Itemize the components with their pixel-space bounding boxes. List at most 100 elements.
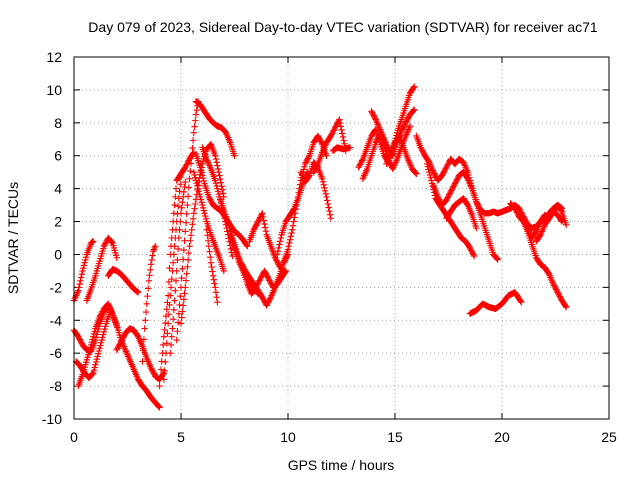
- data-point: [259, 213, 267, 221]
- data-point: [167, 292, 174, 299]
- data-point: [262, 227, 270, 235]
- data-point: [75, 334, 83, 342]
- data-point: [194, 182, 201, 190]
- data-point: [554, 289, 561, 296]
- data-point: [90, 369, 97, 377]
- data-point: [183, 161, 190, 168]
- data-point: [312, 164, 320, 172]
- data-point: [97, 312, 104, 319]
- data-point: [300, 166, 307, 173]
- data-point: [168, 275, 175, 283]
- data-point: [468, 247, 475, 254]
- data-point: [552, 284, 559, 292]
- data-point: [206, 195, 213, 202]
- data-point: [444, 161, 451, 168]
- data-point: [448, 187, 455, 194]
- data-point: [555, 291, 563, 299]
- data-point: [260, 217, 267, 224]
- data-point: [261, 269, 269, 276]
- data-point: [304, 155, 312, 162]
- data-point: [172, 287, 179, 294]
- data-point: [358, 158, 365, 165]
- data-point: [446, 190, 454, 197]
- data-point: [321, 187, 329, 195]
- data-point: [266, 278, 274, 286]
- data-point: [286, 236, 294, 243]
- data-point: [355, 164, 362, 171]
- data-point: [197, 164, 204, 171]
- data-point: [411, 83, 418, 90]
- data-point: [276, 241, 283, 248]
- data-point: [264, 273, 271, 280]
- data-point: [116, 341, 123, 348]
- data-point: [120, 332, 128, 340]
- data-point: [257, 274, 265, 281]
- data-point: [563, 303, 570, 311]
- data-point: [147, 261, 155, 268]
- data-point: [463, 174, 471, 181]
- data-point: [76, 336, 83, 343]
- data-point: [251, 223, 259, 231]
- series-s35: [443, 195, 480, 232]
- data-point: [266, 277, 273, 284]
- data-point: [274, 258, 281, 266]
- data-point: [177, 181, 184, 188]
- data-point: [175, 234, 183, 242]
- data-point: [323, 152, 330, 159]
- data-point: [91, 328, 98, 335]
- data-point: [324, 197, 331, 204]
- data-point: [256, 277, 263, 284]
- data-point: [563, 221, 570, 229]
- data-point: [253, 221, 260, 228]
- data-point: [406, 122, 414, 130]
- data-point: [289, 222, 297, 229]
- data-point: [212, 289, 220, 296]
- data-point: [263, 302, 270, 309]
- data-point: [211, 280, 218, 287]
- data-point: [187, 167, 194, 175]
- data-point: [444, 194, 451, 201]
- data-point: [294, 197, 301, 205]
- y-tick-label: -2: [50, 279, 63, 295]
- data-point: [163, 340, 170, 347]
- data-point: [174, 319, 182, 326]
- data-point: [215, 190, 223, 198]
- data-point: [213, 182, 220, 190]
- data-point: [446, 191, 453, 198]
- data-point: [371, 114, 379, 122]
- data-point: [434, 193, 441, 201]
- data-point: [301, 160, 309, 168]
- data-point: [113, 323, 120, 331]
- data-point: [180, 188, 188, 196]
- data-point: [314, 132, 322, 140]
- data-point: [368, 108, 375, 115]
- data-point: [170, 251, 178, 258]
- data-point: [212, 284, 219, 291]
- data-point: [219, 186, 226, 193]
- data-point: [189, 221, 196, 228]
- data-point: [147, 266, 154, 274]
- data-point: [329, 130, 336, 137]
- data-point: [401, 120, 409, 128]
- data-point: [370, 112, 377, 119]
- data-point: [97, 311, 105, 318]
- data-point: [256, 275, 264, 283]
- data-point: [334, 120, 341, 127]
- data-point: [518, 298, 525, 306]
- data-point: [165, 311, 173, 318]
- data-point: [148, 366, 155, 373]
- data-point: [319, 178, 327, 185]
- data-point: [436, 197, 444, 205]
- data-point: [169, 325, 176, 332]
- data-point: [325, 204, 332, 211]
- data-point: [186, 175, 193, 182]
- data-point: [189, 137, 197, 144]
- data-point: [310, 168, 317, 176]
- data-point: [119, 335, 126, 343]
- data-point: [155, 403, 163, 410]
- data-point: [168, 333, 175, 340]
- data-point: [181, 237, 188, 244]
- data-point: [315, 134, 322, 141]
- data-point: [256, 215, 263, 223]
